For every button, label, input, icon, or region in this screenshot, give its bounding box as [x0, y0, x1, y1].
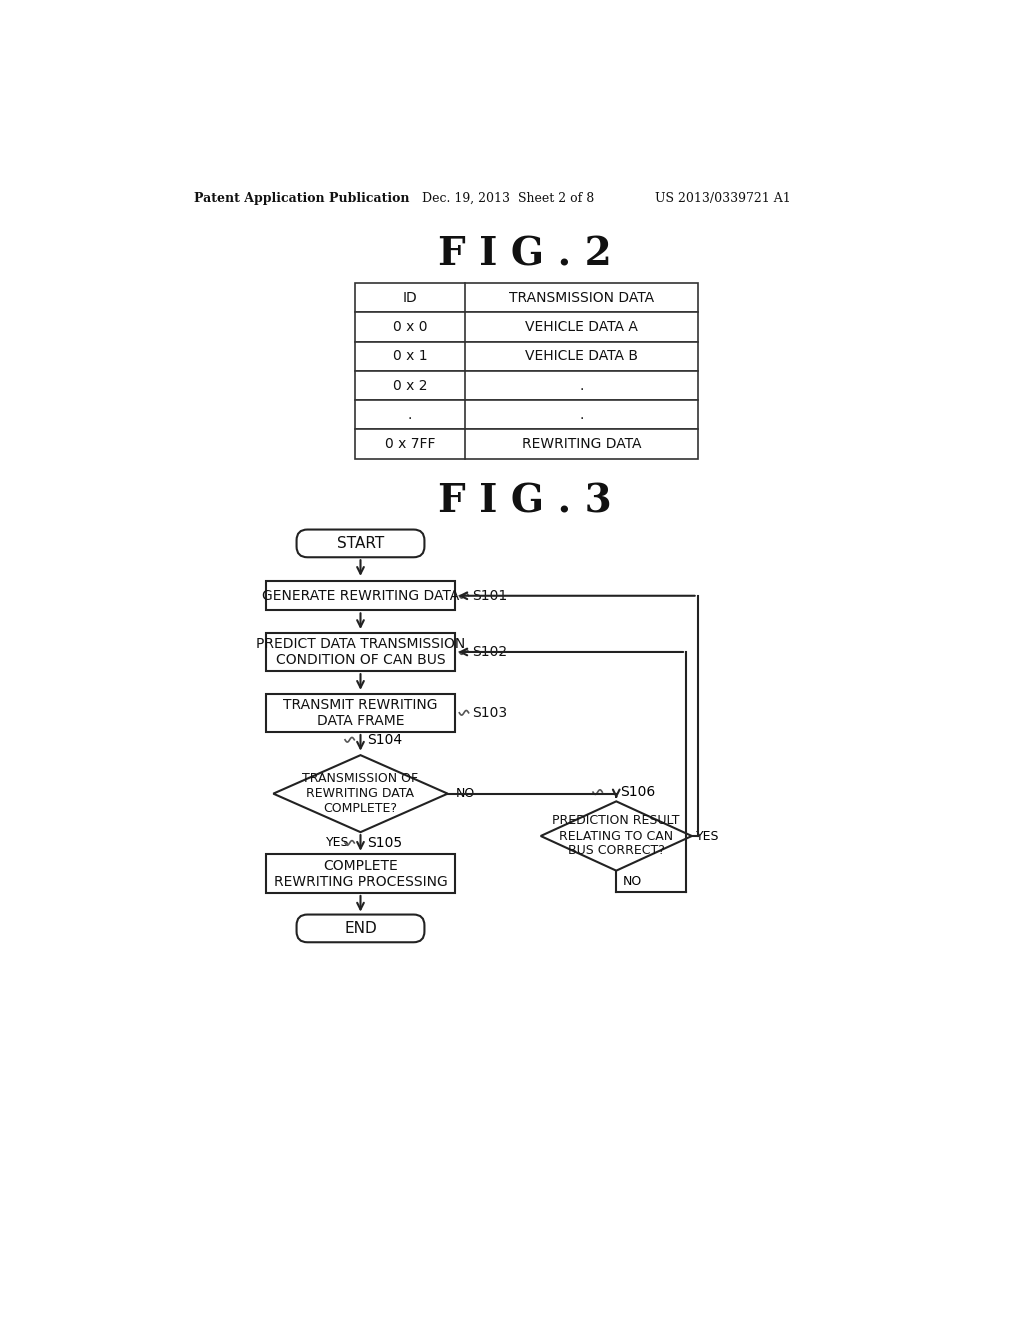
- Bar: [265, 581, 456, 610]
- Text: YES: YES: [326, 837, 349, 850]
- Text: TRANSMIT REWRITING
DATA FRAME: TRANSMIT REWRITING DATA FRAME: [284, 698, 437, 727]
- Text: TRANSMISSION DATA: TRANSMISSION DATA: [509, 290, 654, 305]
- Text: PREDICTION RESULT
RELATING TO CAN
BUS CORRECT?: PREDICTION RESULT RELATING TO CAN BUS CO…: [553, 814, 680, 858]
- FancyBboxPatch shape: [297, 529, 424, 557]
- Text: PREDICT DATA TRANSMISSION
CONDITION OF CAN BUS: PREDICT DATA TRANSMISSION CONDITION OF C…: [256, 636, 465, 667]
- Text: NO: NO: [623, 875, 642, 888]
- Text: END: END: [344, 921, 377, 936]
- Text: Patent Application Publication: Patent Application Publication: [194, 191, 410, 205]
- Text: NO: NO: [456, 787, 475, 800]
- Text: 0 x 2: 0 x 2: [393, 379, 427, 392]
- Text: GENERATE REWRITING DATA: GENERATE REWRITING DATA: [262, 589, 459, 603]
- Text: US 2013/0339721 A1: US 2013/0339721 A1: [655, 191, 791, 205]
- Text: S103: S103: [472, 706, 508, 719]
- Text: 0 x 1: 0 x 1: [393, 350, 427, 363]
- Polygon shape: [273, 755, 447, 832]
- Text: S104: S104: [367, 733, 401, 747]
- Text: YES: YES: [695, 829, 719, 842]
- Text: .: .: [580, 379, 584, 392]
- Text: S105: S105: [367, 836, 401, 850]
- FancyBboxPatch shape: [297, 915, 424, 942]
- Bar: [265, 632, 456, 671]
- Bar: [355, 284, 697, 313]
- Text: TRANSMISSION OF
REWRITING DATA
COMPLETE?: TRANSMISSION OF REWRITING DATA COMPLETE?: [302, 772, 419, 816]
- Bar: [355, 313, 697, 342]
- Text: S102: S102: [472, 645, 508, 659]
- Text: Dec. 19, 2013  Sheet 2 of 8: Dec. 19, 2013 Sheet 2 of 8: [423, 191, 595, 205]
- Bar: [355, 429, 697, 459]
- Text: ID: ID: [402, 290, 418, 305]
- Text: VEHICLE DATA A: VEHICLE DATA A: [525, 319, 638, 334]
- Text: COMPLETE
REWRITING PROCESSING: COMPLETE REWRITING PROCESSING: [273, 858, 447, 888]
- Bar: [355, 371, 697, 400]
- Text: 0 x 7FF: 0 x 7FF: [385, 437, 435, 451]
- Polygon shape: [541, 801, 692, 871]
- Bar: [355, 342, 697, 371]
- Text: REWRITING DATA: REWRITING DATA: [521, 437, 641, 451]
- Text: F I G . 3: F I G . 3: [438, 482, 611, 520]
- Text: .: .: [580, 408, 584, 422]
- Bar: [355, 400, 697, 429]
- Bar: [265, 854, 456, 892]
- Text: F I G . 2: F I G . 2: [438, 236, 611, 273]
- Text: START: START: [337, 536, 384, 550]
- Text: .: .: [408, 408, 413, 422]
- Bar: [265, 693, 456, 733]
- Text: S106: S106: [621, 785, 655, 799]
- Text: S101: S101: [472, 589, 508, 603]
- Text: VEHICLE DATA B: VEHICLE DATA B: [525, 350, 638, 363]
- Text: 0 x 0: 0 x 0: [393, 319, 427, 334]
